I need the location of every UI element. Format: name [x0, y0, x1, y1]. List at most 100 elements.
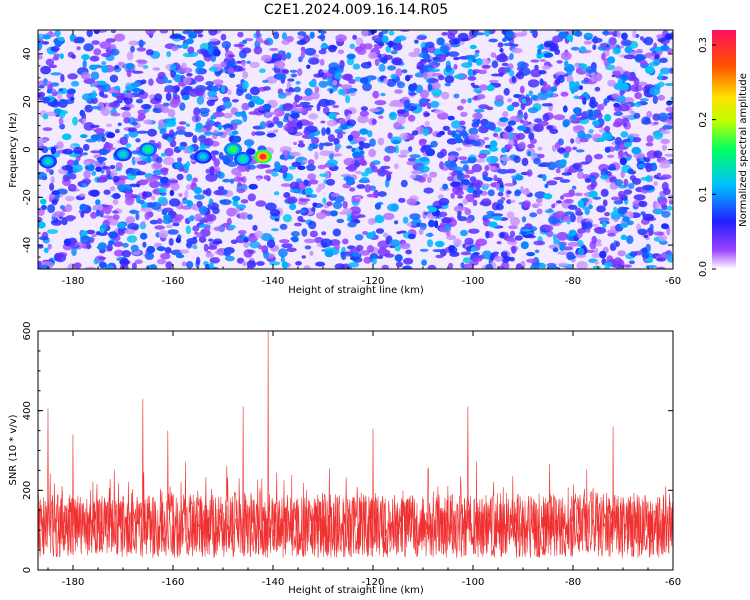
heatmap-speckle — [579, 138, 589, 143]
heatmap-speckle — [256, 177, 261, 182]
heatmap-spot — [188, 32, 198, 39]
heatmap-speckle — [329, 88, 334, 94]
heatmap-speckle — [655, 266, 666, 269]
heatmap-speckle — [321, 142, 334, 147]
heatmap-speckle — [528, 90, 533, 96]
heatmap-speckle — [310, 143, 319, 147]
heatmap-speckle — [50, 82, 60, 87]
heatmap-spot — [324, 250, 334, 258]
heatmap-speckle — [378, 115, 384, 119]
heatmap-speckle — [57, 94, 63, 100]
heatmap-speckle — [424, 120, 430, 127]
heatmap-speckle — [378, 31, 384, 38]
heatmap-speckle — [333, 137, 340, 146]
heatmap-speckle — [314, 86, 320, 94]
heatmap-spot — [622, 216, 630, 223]
heatmap-speckle — [49, 183, 55, 191]
heatmap-speckle — [488, 165, 497, 171]
heatmap-speckle — [200, 128, 208, 133]
heatmap-speckle — [341, 73, 353, 81]
heatmap-spot — [434, 240, 445, 248]
heatmap-speckle — [572, 146, 578, 151]
heatmap-speckle — [126, 235, 138, 243]
heatmap-speckle — [282, 170, 288, 179]
heatmap-speckle — [528, 132, 535, 140]
heatmap-speckle — [293, 222, 302, 227]
heatmap-speckle — [377, 191, 387, 197]
heatmap-speckle — [99, 90, 105, 97]
heatmap-speckle — [460, 251, 472, 256]
heatmap-spot — [488, 221, 498, 228]
heatmap-speckle — [241, 47, 252, 54]
hotspot-core — [239, 156, 247, 163]
heatmap-spot — [185, 38, 194, 45]
heatmap-spot — [563, 152, 569, 158]
heatmap-speckle — [657, 112, 669, 122]
heatmap-speckle — [308, 179, 319, 185]
heatmap-speckle — [642, 213, 655, 221]
heatmap-speckle — [488, 79, 499, 83]
heatmap-speckle — [496, 53, 508, 63]
heatmap-speckle — [163, 88, 176, 93]
heatmap-speckle — [342, 208, 353, 215]
heatmap-spot — [297, 165, 306, 171]
heatmap-speckle — [110, 30, 117, 34]
heatmap-speckle — [501, 62, 509, 67]
heatmap-speckle — [354, 170, 363, 175]
heatmap-speckle — [124, 196, 135, 206]
heatmap-speckle — [262, 79, 269, 83]
heatmap-speckle — [205, 252, 214, 258]
heatmap-spot — [489, 140, 498, 149]
heatmap-speckle — [556, 200, 562, 204]
heatmap-speckle — [239, 212, 249, 220]
heatmap-speckle — [227, 161, 238, 167]
heatmap-spot — [95, 166, 102, 172]
heatmap-speckle — [478, 69, 487, 75]
heatmap-speckle — [378, 42, 385, 47]
heatmap-speckle — [273, 129, 279, 133]
heatmap-speckle — [351, 198, 361, 203]
heatmap-speckle — [521, 157, 529, 167]
heatmap-speckle — [112, 199, 119, 205]
heatmap-speckle — [205, 81, 215, 86]
heatmap-speckle — [140, 79, 147, 85]
heatmap-speckle — [596, 112, 603, 119]
heatmap-spot — [620, 222, 628, 228]
heatmap-speckle — [529, 212, 538, 218]
heatmap-speckle — [277, 93, 287, 99]
heatmap-speckle — [38, 171, 47, 180]
heatmap-speckle — [462, 257, 472, 264]
heatmap-speckle — [530, 68, 542, 78]
heatmap-speckle — [417, 176, 426, 183]
heatmap-speckle — [453, 205, 464, 213]
heatmap-speckle — [347, 221, 357, 228]
heatmap-speckle — [160, 253, 171, 260]
heatmap-speckle — [614, 118, 624, 127]
heatmap-spot — [81, 54, 90, 61]
heatmap-speckle — [664, 253, 673, 258]
heatmap-speckle — [420, 58, 432, 63]
heatmap-spot — [304, 187, 313, 195]
heatmap-speckle — [557, 262, 569, 267]
heatmap-spot — [567, 255, 576, 260]
heatmap-speckle — [316, 187, 322, 193]
heatmap-speckle — [447, 32, 456, 40]
heatmap-speckle — [571, 185, 577, 190]
heatmap-speckle — [349, 43, 356, 49]
heatmap-speckle — [553, 114, 566, 121]
heatmap-speckle — [639, 98, 649, 102]
x-tick-label: -120 — [362, 276, 385, 287]
heatmap-speckle — [115, 162, 123, 170]
heatmap-speckle — [511, 48, 523, 54]
heatmap-speckle — [290, 73, 298, 78]
heatmap-speckle — [177, 157, 183, 163]
heatmap-speckle — [289, 188, 300, 193]
heatmap-speckle — [361, 171, 369, 177]
heatmap-speckle — [540, 263, 547, 269]
heatmap-speckle — [142, 191, 153, 198]
heatmap-speckle — [236, 204, 247, 210]
heatmap-speckle — [657, 94, 666, 101]
heatmap-spot — [436, 37, 445, 46]
heatmap-speckle — [169, 35, 182, 39]
heatmap-speckle — [429, 68, 441, 73]
